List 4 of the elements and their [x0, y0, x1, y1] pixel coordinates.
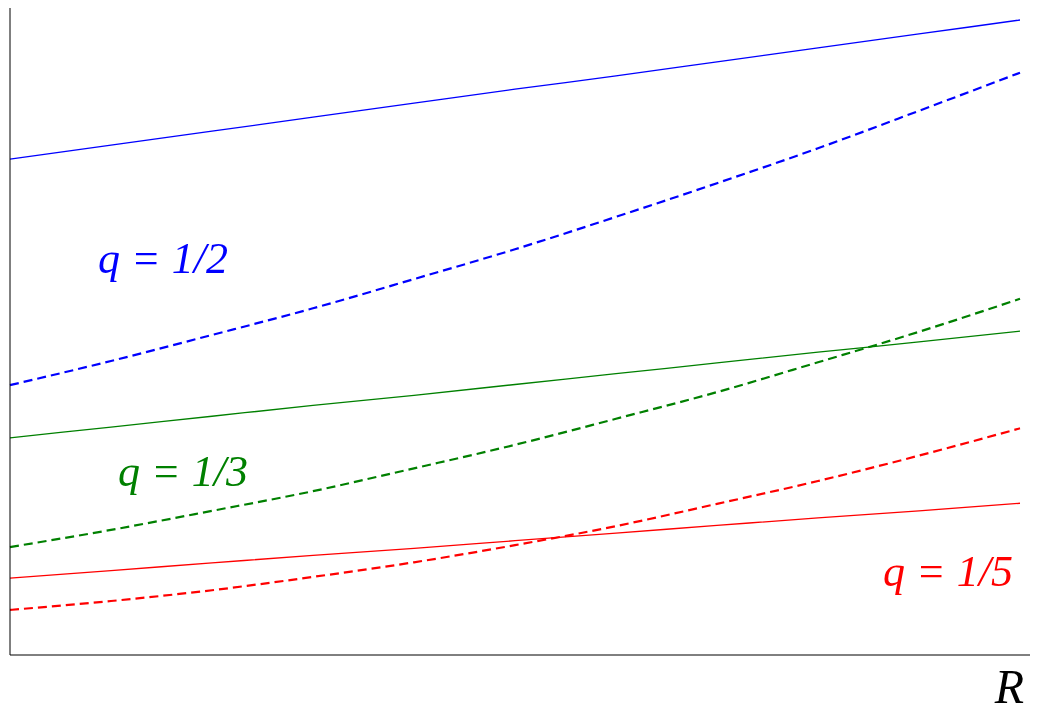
- annotation: q = 1/2: [98, 234, 228, 283]
- annotation: q = 1/5: [883, 547, 1013, 596]
- x-axis-title: R: [993, 660, 1024, 713]
- annotation: q = 1/3: [118, 447, 248, 496]
